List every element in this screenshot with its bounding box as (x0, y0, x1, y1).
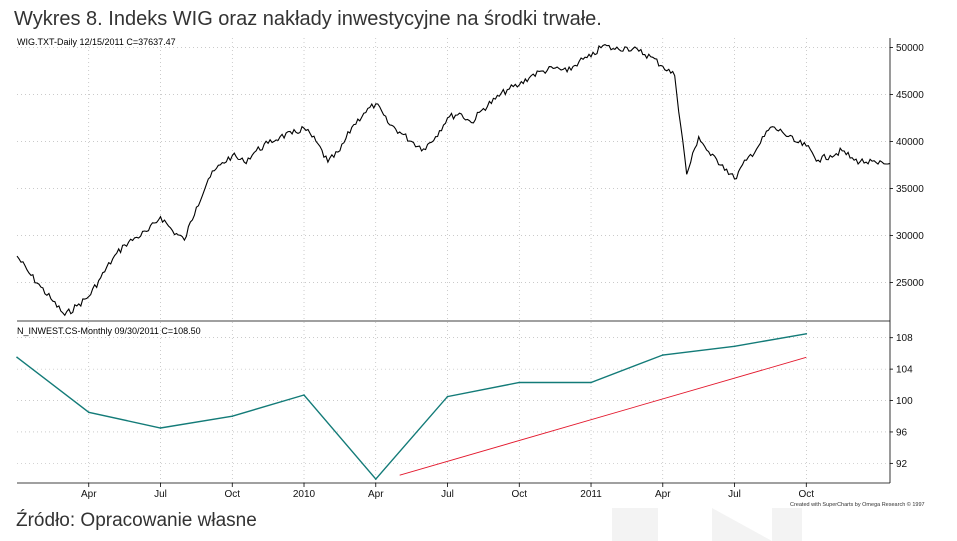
invest-point (805, 332, 808, 335)
y-tick-label-top: 35000 (896, 184, 924, 195)
invest-line (16, 333, 807, 481)
x-tick-label: Jul (728, 489, 741, 500)
wig-price-layer (16, 43, 891, 317)
invest-point (446, 395, 449, 398)
y-tick-label-bottom: 96 (896, 427, 908, 438)
source-note: Źródło: Opracowanie własne (16, 510, 257, 531)
x-tick-label: Oct (224, 489, 240, 500)
decor-shape-right-tail (772, 508, 802, 541)
y-tick-label-top: 30000 (896, 231, 924, 242)
x-tick-labels: Apr Jul Oct 2010 Apr Jul Oct 2011 Apr Jul Oct (81, 483, 814, 500)
chart-credit: Created with SuperCharts by Omega Resear… (790, 501, 925, 508)
invest-point (518, 381, 521, 384)
y-tick-label-bottom: 104 (896, 365, 913, 376)
wig-price-line (16, 43, 891, 317)
invest-point (733, 345, 736, 348)
invest-point (661, 354, 664, 356)
invest-point (231, 415, 234, 418)
y-tick-label-bottom: 108 (896, 333, 913, 344)
y-tick-label-bottom: 92 (896, 459, 908, 470)
y-tick-label-bottom: 100 (896, 396, 913, 407)
x-tick-label: Apr (368, 489, 384, 500)
x-tick-label: Jul (441, 489, 454, 500)
y-tick-label-top: 25000 (896, 278, 924, 289)
invest-point (16, 356, 18, 359)
invest-point (303, 394, 305, 396)
x-tick-label: Apr (81, 489, 97, 500)
invest-point (87, 411, 90, 414)
y-tick-label-top: 40000 (896, 137, 924, 148)
x-tick-label: Oct (799, 489, 815, 500)
x-tick-label: 2011 (580, 489, 602, 500)
invest-layer (16, 332, 808, 481)
y-tick-labels: 25000 30000 35000 40000 45000 50000 92 96 100 104… (890, 43, 924, 470)
chart-title: Wykres 8. Indeks WIG oraz nakłady inwest… (14, 8, 602, 30)
decor-shape-left (612, 508, 658, 541)
invest-point (374, 478, 377, 480)
x-tick-label: Oct (511, 489, 527, 500)
x-tick-label: 2010 (293, 489, 316, 500)
trend-line (399, 356, 807, 476)
bottom-panel-header: N_INWEST.CS-Monthly 09/30/2011 C=108.50 (17, 326, 201, 336)
y-tick-label-top: 50000 (896, 43, 924, 54)
decor-shape-right (712, 508, 772, 541)
invest-point (590, 381, 592, 384)
top-panel-header: WIG.TXT-Daily 12/15/2011 C=37637.47 (17, 37, 176, 47)
x-tick-label: Jul (154, 489, 167, 500)
y-tick-label-top: 45000 (896, 90, 924, 101)
invest-point (159, 427, 162, 429)
x-tick-label: Apr (655, 489, 671, 500)
grid-layer (17, 38, 890, 483)
